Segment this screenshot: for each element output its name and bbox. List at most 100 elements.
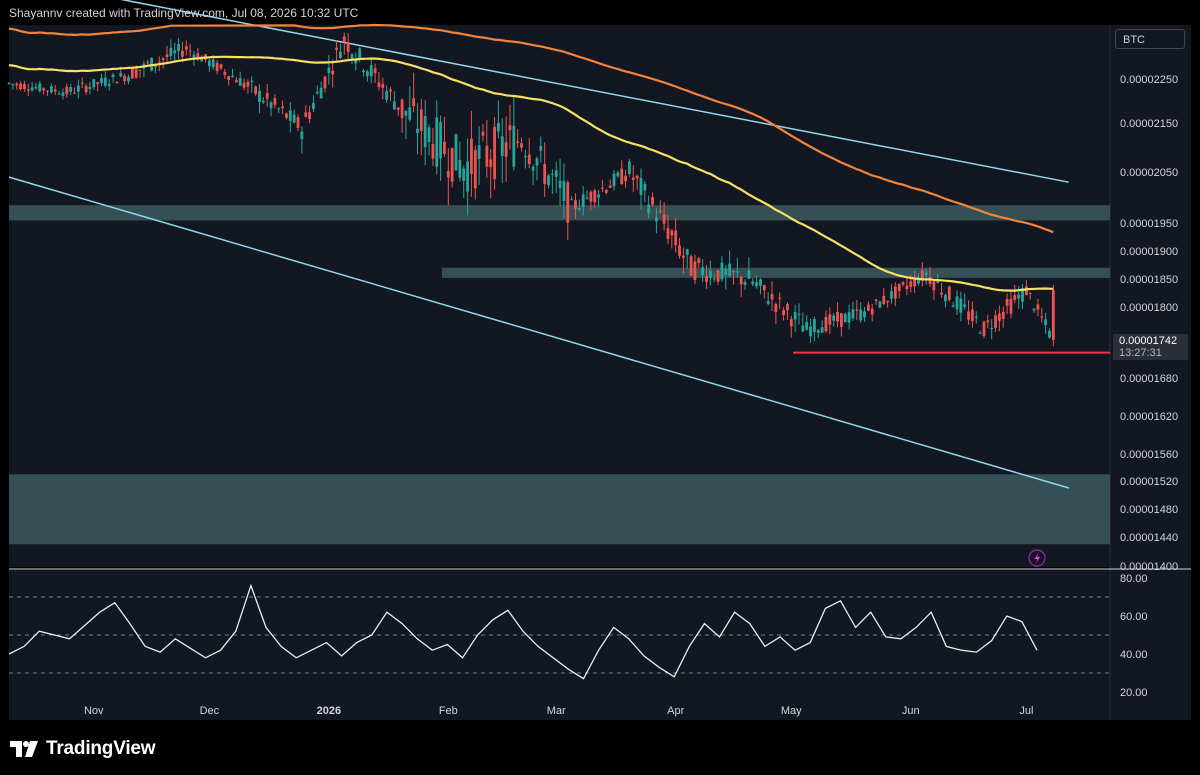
candle-body — [585, 197, 589, 199]
candle-body — [389, 89, 392, 92]
candle-body — [527, 154, 531, 164]
candle-body — [608, 185, 612, 188]
price-axis[interactable]: 0.00002250 0.00002150 0.00002050 0.00001950… — [1120, 74, 1178, 573]
candle-body — [1051, 290, 1055, 340]
candle-body — [913, 277, 917, 287]
candle-body — [620, 168, 624, 185]
candle-body — [53, 89, 57, 92]
candle-body — [23, 84, 26, 89]
candle-body — [1017, 294, 1021, 299]
candle-body — [61, 92, 65, 96]
candle-body — [115, 81, 119, 84]
candle-body — [581, 194, 585, 208]
candle-body — [1013, 295, 1017, 301]
candle-body — [955, 296, 959, 310]
candle-body — [1044, 319, 1048, 326]
candle-body — [130, 68, 134, 79]
candle-body — [909, 281, 913, 287]
candle-body — [809, 326, 812, 337]
time-axis-background — [9, 698, 1191, 720]
candle-body — [285, 113, 288, 118]
symbol-label[interactable]: BTC — [1115, 29, 1185, 49]
price-tick-label: 0.00001950 — [1120, 218, 1178, 230]
candle-body — [312, 102, 315, 110]
candle-body — [304, 112, 308, 117]
candle-body — [181, 50, 184, 57]
candle-body — [550, 173, 554, 175]
candle-body — [234, 79, 238, 83]
candle-body — [558, 180, 562, 189]
candle-body — [755, 282, 759, 287]
candle-body — [177, 43, 180, 52]
candle-body — [967, 311, 970, 320]
candle-body — [473, 150, 477, 189]
candle-body — [107, 84, 111, 86]
alert-icon[interactable] — [1028, 549, 1046, 567]
candle-body — [543, 164, 547, 184]
candle-body — [261, 100, 265, 103]
candle-body — [362, 70, 365, 73]
candle-body — [651, 197, 654, 205]
candle-body — [315, 91, 319, 94]
candle-body — [843, 313, 847, 323]
tradingview-logo[interactable]: TradingView — [10, 738, 156, 760]
candle-body — [466, 161, 469, 192]
candle-body — [470, 138, 473, 174]
candle-body — [855, 309, 859, 311]
candle-body — [119, 72, 123, 77]
candles-layer — [7, 32, 1055, 347]
time-axis[interactable]: Nov Dec 2026 Feb Mar Apr May Jun Jul — [84, 705, 1033, 717]
candle-body — [905, 285, 909, 289]
price-tick-label: 0.00001400 — [1120, 561, 1178, 573]
candle-body — [42, 88, 46, 91]
candle-body — [944, 295, 947, 302]
price-tick-label: 0.00001900 — [1120, 246, 1178, 258]
candle-body — [786, 304, 789, 311]
candle-body — [878, 301, 882, 308]
candle-body — [127, 76, 130, 82]
candle-body — [481, 131, 485, 136]
candle-body — [369, 65, 373, 77]
candle-body — [674, 230, 678, 246]
candle-body — [96, 82, 100, 85]
candle-body — [458, 160, 462, 178]
candle-body — [288, 110, 292, 121]
candle-body — [335, 47, 338, 50]
candle-body — [893, 286, 897, 299]
candle-body — [73, 92, 76, 94]
candle-body — [497, 122, 500, 132]
candle-body — [978, 332, 982, 334]
price-tick-label: 0.00001560 — [1120, 449, 1178, 461]
time-tick-label: Dec — [200, 705, 220, 717]
candle-body — [439, 122, 443, 159]
candle-body — [500, 136, 504, 156]
candle-body — [300, 131, 304, 139]
candle-body — [570, 199, 574, 201]
candle-body — [416, 128, 419, 134]
supply-demand-zone — [9, 474, 1110, 545]
candle-body — [716, 270, 720, 282]
candle-body — [616, 172, 620, 177]
candle-body — [774, 304, 778, 313]
candle-body — [265, 93, 269, 99]
candle-body — [747, 270, 751, 279]
candle-body — [820, 327, 824, 333]
candle-body — [207, 60, 211, 67]
candle-body — [577, 207, 581, 210]
candle-body — [890, 291, 893, 299]
candle-body — [851, 309, 855, 319]
candle-body — [200, 57, 204, 62]
time-tick-label: Apr — [667, 705, 684, 717]
channel-layer — [8, 0, 1069, 489]
price-tick-label: 0.00001850 — [1120, 274, 1178, 286]
candle-body — [666, 228, 670, 239]
candle-body — [708, 270, 712, 278]
candle-body — [739, 276, 743, 285]
candle-body — [693, 261, 697, 281]
price-tick-label: 0.00001480 — [1120, 504, 1178, 516]
chart-canvas[interactable]: 0.00002250 0.00002150 0.00002050 0.00001950… — [0, 0, 1200, 722]
candle-body — [813, 319, 816, 333]
candle-body — [92, 79, 96, 88]
candle-body — [123, 75, 127, 82]
candle-body — [169, 47, 173, 56]
